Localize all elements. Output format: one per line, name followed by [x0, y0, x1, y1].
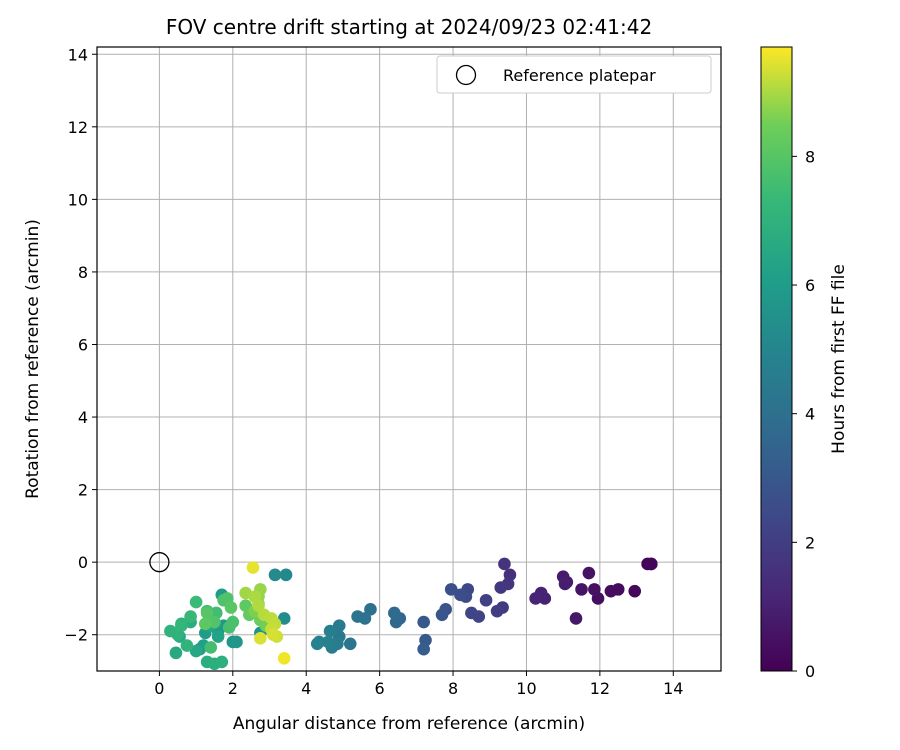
data-point: [465, 606, 478, 620]
data-point: [246, 561, 260, 574]
plot-frame: [96, 46, 722, 672]
data-point: [479, 593, 493, 607]
data-point: [343, 637, 357, 651]
y-tick-label: 2: [78, 481, 88, 500]
data-point: [254, 632, 267, 645]
grid-lines: [97, 47, 721, 671]
data-point: [224, 601, 238, 614]
colorbar-gradient: [760, 46, 793, 672]
data-point: [184, 610, 197, 623]
data-point: [332, 619, 346, 632]
data-point: [628, 584, 642, 598]
data-point: [310, 637, 324, 651]
colorbar-tick-label: 2: [805, 533, 815, 552]
x-tick-label: 8: [448, 679, 458, 698]
data-point: [180, 639, 194, 652]
y-tick-label: 10: [68, 190, 88, 209]
x-tick-label: 10: [516, 679, 536, 698]
data-point: [226, 615, 240, 629]
reference-point: [149, 552, 170, 573]
data-point: [204, 641, 218, 654]
colorbar-tick-label: 6: [805, 276, 815, 295]
data-point: [388, 606, 401, 620]
y-tick-label: 6: [78, 335, 88, 354]
data-point: [266, 628, 280, 642]
data-point: [323, 624, 337, 638]
colorbar-label: Hours from first FF file: [829, 264, 849, 454]
data-point: [529, 592, 542, 605]
data-point: [230, 635, 243, 649]
x-tick-label: 0: [154, 679, 164, 698]
data-point: [277, 612, 291, 625]
chart-title: FOV centre drift starting at 2024/09/23 …: [166, 15, 652, 39]
y-tick-label: 14: [68, 45, 88, 64]
data-point: [211, 630, 225, 643]
colorbar: 0 2 4 6 8 Hours from first FF file: [760, 46, 849, 681]
colorbar-tick-label: 8: [805, 147, 815, 166]
x-tick-label: 4: [301, 679, 311, 698]
y-tick-label: 8: [78, 263, 88, 282]
data-point: [644, 557, 658, 571]
data-point: [435, 608, 449, 622]
data-point: [175, 619, 188, 632]
data-point: [569, 612, 583, 625]
data-point: [417, 615, 430, 629]
y-tick-label: 4: [78, 408, 88, 427]
data-point: [277, 652, 291, 665]
data-point: [582, 566, 596, 580]
data-point: [200, 606, 214, 620]
legend-box: [436, 55, 712, 94]
y-tick-label: 0: [78, 553, 88, 572]
data-point: [279, 568, 293, 582]
y-tick-label: 12: [68, 118, 88, 137]
data-point: [444, 583, 458, 596]
data-point: [351, 610, 364, 623]
legend-entry-label: Reference platepar: [503, 66, 656, 85]
colorbar-tick-label: 0: [805, 662, 815, 681]
data-point: [189, 595, 203, 609]
y-axis-label: Rotation from reference (arcmin): [23, 219, 43, 499]
x-tick-label: 14: [663, 679, 683, 698]
colorbar-tick-label: 4: [805, 405, 815, 424]
data-point: [169, 646, 183, 660]
data-point: [252, 599, 265, 612]
colorbar-ticks: 0 2 4 6 8: [792, 147, 815, 681]
data-point: [364, 603, 377, 616]
x-tick-label: 12: [590, 679, 610, 698]
data-point: [498, 557, 511, 571]
data-point: [575, 583, 588, 596]
y-tick-label: −2: [64, 626, 88, 645]
x-axis-label: Angular distance from reference (arcmin): [233, 714, 585, 734]
x-tick-label: 2: [228, 679, 238, 698]
data-point: [588, 583, 601, 596]
x-axis: 0 2 4 6 8 10 12 14: [154, 671, 683, 698]
data-point: [189, 644, 203, 658]
data-point: [417, 642, 430, 656]
data-point: [558, 577, 572, 591]
legend-marker-icon: [455, 64, 477, 86]
data-point: [490, 604, 504, 618]
data-point: [494, 581, 508, 594]
data-points: [164, 557, 658, 671]
x-tick-label: 6: [375, 679, 385, 698]
y-axis: −2 0 2 4 6 8 10 12 14: [64, 45, 97, 645]
data-point: [454, 588, 467, 602]
data-point: [321, 635, 335, 649]
data-point: [604, 584, 618, 598]
reference-layer: [149, 552, 170, 573]
data-point: [198, 617, 212, 631]
data-point: [268, 568, 282, 582]
data-point: [215, 655, 229, 669]
legend: Reference platepar: [436, 55, 712, 94]
